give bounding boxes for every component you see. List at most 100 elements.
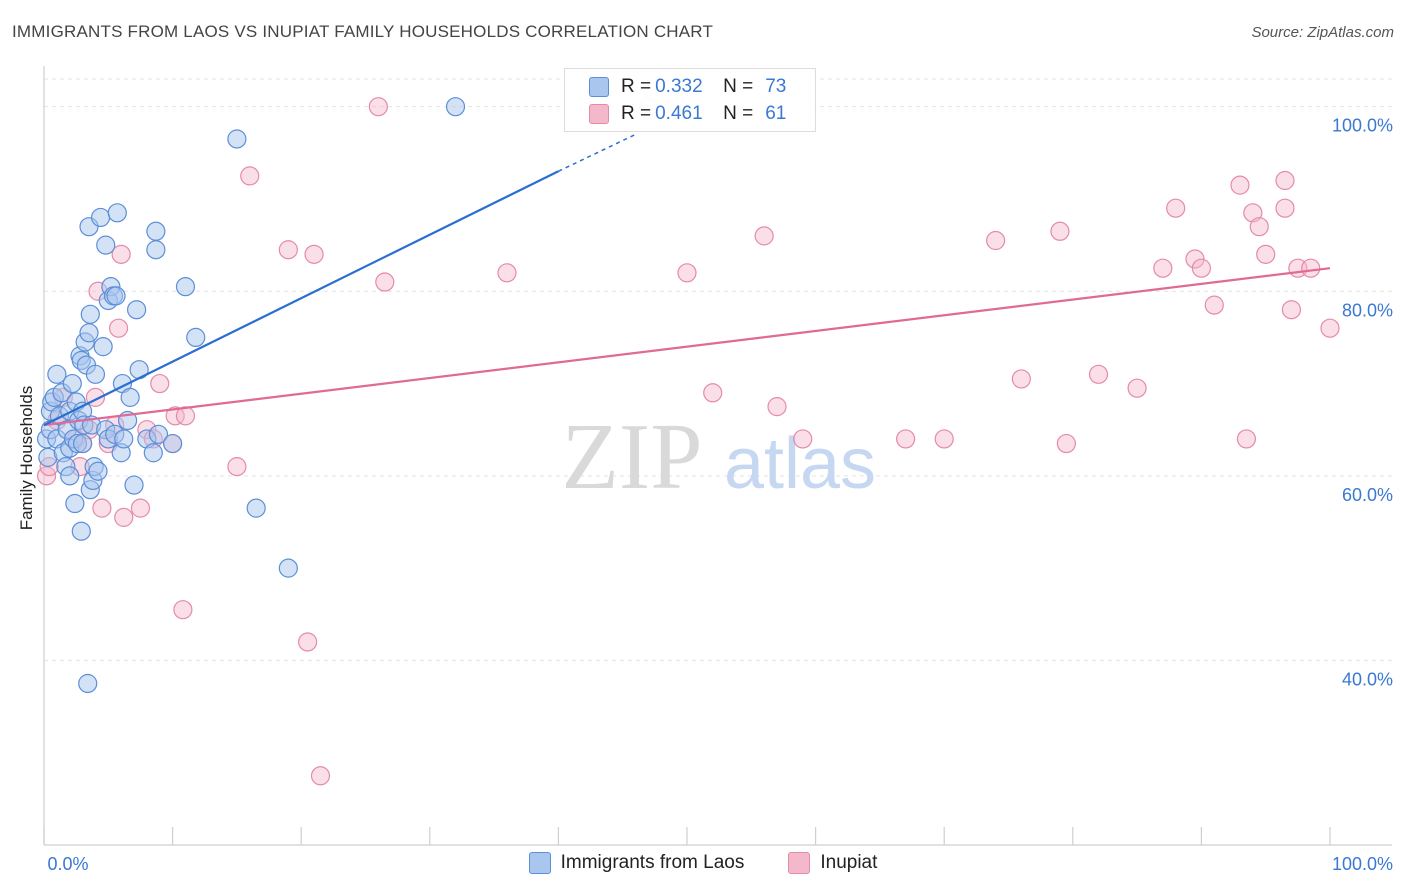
legend-row-inupiat: R = 0.461 N = 61 [589, 101, 786, 127]
laos-point [163, 433, 183, 454]
legend-label-inupiat: Inupiat [820, 852, 878, 873]
inupiat-point [114, 507, 134, 527]
inupiat-point [677, 263, 697, 283]
gridlines [44, 78, 1392, 661]
laos-point [445, 97, 466, 117]
inupiat-point [304, 244, 324, 264]
laos-point [120, 387, 140, 407]
inupiat-point [754, 226, 774, 246]
inupiat-point [227, 457, 247, 477]
x-tick-label: 0.0% [47, 854, 88, 874]
inupiat-point [1153, 258, 1173, 278]
y-tick-label: 80.0% [1342, 300, 1393, 320]
laos-point [106, 286, 126, 306]
legend-row-laos: R = 0.332 N = 73 [589, 74, 786, 100]
laos-trend-extension [558, 133, 636, 172]
laos-point [146, 240, 166, 260]
inupiat-point [1166, 198, 1186, 218]
inupiat-point [108, 318, 129, 338]
inupiat-point [368, 97, 388, 117]
laos-point [71, 521, 91, 541]
laos-point [88, 461, 108, 481]
inupiat-point [793, 429, 813, 449]
laos-point [107, 203, 127, 223]
trend-lines [43, 133, 1331, 427]
legend-swatch-inupiat [589, 104, 609, 124]
y-tick-label: 60.0% [1342, 485, 1393, 505]
inupiat-point [1127, 378, 1147, 398]
inupiat-point [165, 406, 185, 426]
laos-point [62, 373, 82, 394]
inupiat-point [1204, 295, 1224, 315]
legend-swatch-laos [589, 77, 609, 97]
legend-item-laos[interactable]: Immigrants from Laos [528, 852, 745, 874]
laos-point [126, 300, 147, 320]
laos-point [146, 221, 166, 241]
inupiat-point [173, 600, 193, 620]
laos-point [78, 673, 98, 694]
inupiat-point [1191, 258, 1212, 278]
inupiat-point [278, 240, 298, 260]
inupiat-point [150, 373, 170, 394]
legend-r-value: 0.332 [655, 76, 703, 97]
inupiat-point [1320, 318, 1340, 338]
inupiat-trend-line [43, 267, 1331, 427]
stats-legend: R = 0.332 N = 73 R = 0.461 N = 61 [564, 68, 816, 132]
laos-point [148, 424, 169, 444]
tick-labels: 40.0% 60.0% 80.0% 100.0% 0.0% 100.0% [47, 116, 1393, 874]
inupiat-point [130, 498, 151, 518]
inupiat-point [310, 766, 331, 786]
inupiat-point [1050, 221, 1070, 241]
inupiat-point [111, 244, 131, 264]
inupiat-point [1230, 175, 1250, 195]
laos-point [47, 364, 67, 384]
inupiat-point [986, 230, 1006, 251]
legend-label-laos: Immigrants from Laos [560, 852, 745, 873]
inupiat-point [1011, 369, 1031, 389]
inupiat-point [1275, 198, 1295, 218]
laos-point [72, 433, 93, 454]
inupiat-point [1249, 217, 1269, 237]
chart-title: IMMIGRANTS FROM LAOS VS INUPIAT FAMILY H… [12, 22, 714, 41]
y-tick-label: 40.0% [1342, 669, 1393, 689]
source-label: Source: ZipAtlas.com [1251, 24, 1394, 41]
laos-point [96, 235, 116, 255]
series-legend: Immigrants from Laos Inupiat [0, 852, 1406, 874]
laos-point [186, 327, 206, 348]
inupiat-point [1256, 244, 1276, 264]
laos-point [246, 498, 266, 518]
y-tick-label: 100.0% [1332, 116, 1393, 136]
inupiat-point [1281, 300, 1302, 320]
laos-point [143, 443, 163, 463]
inupiat-point [703, 383, 723, 403]
inupiat-point [1301, 258, 1321, 278]
legend-n-label: N = [723, 76, 754, 97]
inupiat-point [1236, 429, 1257, 449]
inupiat-point [1275, 170, 1295, 191]
watermark: ZIP atlas [562, 405, 877, 509]
legend-swatch-inupiat [788, 852, 811, 874]
inupiat-point [240, 166, 260, 186]
laos-point [278, 558, 298, 578]
laos-point [60, 466, 80, 486]
legend-r-value: 0.461 [655, 103, 703, 124]
legend-n-value: 61 [765, 103, 787, 124]
inupiat-point [934, 429, 954, 449]
inupiat-point [767, 397, 787, 417]
inupiat-point [1088, 364, 1109, 384]
laos-point [65, 493, 85, 514]
watermark-atlas: atlas [724, 424, 876, 504]
legend-item-inupiat[interactable]: Inupiat [788, 852, 877, 874]
laos-point [227, 129, 247, 149]
laos-point [79, 323, 99, 343]
watermark-zip: ZIP [562, 405, 703, 509]
x-tick-label: 100.0% [1332, 854, 1393, 874]
legend-swatch-laos [528, 852, 551, 874]
inupiat-point [92, 498, 112, 518]
legend-r-label: R = [621, 103, 652, 124]
legend-r-label: R = [621, 76, 652, 97]
inupiat-point [1056, 433, 1076, 454]
inupiat-point [375, 272, 395, 292]
laos-trend-line [43, 170, 559, 427]
